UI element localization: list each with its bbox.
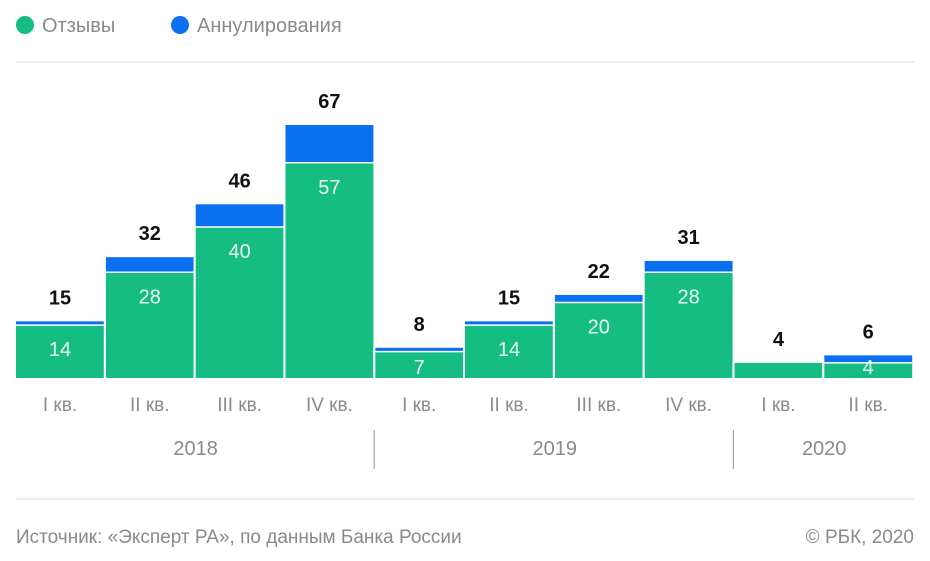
quarter-label-9: II кв.: [848, 395, 888, 416]
bar-annulment-6: [554, 294, 643, 303]
quarter-label-5: II кв.: [489, 395, 529, 416]
bar-total-label-4: 8: [414, 314, 425, 336]
quarter-labels: I кв. II кв. III кв. IV кв. I кв. II кв. III к…: [43, 395, 888, 416]
source-note: Источник: «Эксперт РА», по данным Банка …: [16, 527, 462, 548]
bar-total-label-9: 6: [863, 321, 874, 343]
bar-revocation-9: [824, 362, 913, 378]
bar-annulment-2: [195, 204, 284, 227]
copyright-note: © РБК, 2020: [806, 527, 914, 548]
bar-value-label-3: 57: [318, 177, 340, 199]
bar-revocation-2: [195, 226, 284, 378]
quarter-label-7: IV кв.: [665, 395, 712, 416]
bar-annulment-1: [105, 257, 194, 273]
bar-total-label-7: 31: [677, 227, 699, 249]
bar-total-label-0: 15: [49, 287, 71, 309]
quarter-label-2: III кв.: [217, 395, 262, 416]
bar-total-label-5: 15: [498, 287, 520, 309]
bar-revocation-7: [644, 272, 733, 378]
bar-annulment-0: [16, 321, 104, 326]
bar-value-label-4: 7: [414, 357, 425, 379]
quarter-label-6: III кв.: [576, 395, 621, 416]
bar-value-label-1: 28: [139, 286, 161, 308]
bar-value-label-7: 28: [677, 286, 699, 308]
bar-revocation-1: [105, 272, 194, 378]
bar-revocation-8: [734, 362, 823, 378]
bar-total-label-3: 67: [318, 91, 340, 113]
bar-value-label-0: 14: [49, 339, 71, 361]
legend-label-0: Отзывы: [42, 15, 115, 37]
bar-revocation-3: [285, 162, 374, 378]
bar-total-label-8: 4: [773, 329, 785, 351]
legend-swatch-0: [16, 16, 34, 34]
bar-total-label-6: 22: [588, 261, 610, 283]
bar-total-label-1: 32: [139, 223, 161, 245]
legend-swatch-1: [171, 16, 189, 34]
bar-total-label-2: 46: [228, 170, 250, 192]
bar-revocation-0: [16, 325, 104, 378]
bar-value-label-2: 40: [228, 241, 250, 263]
bar-revocation-6: [554, 302, 643, 378]
bar-annulment-9: [824, 355, 913, 363]
bar-value-label-5: 14: [498, 339, 520, 361]
quarter-label-1: II кв.: [130, 395, 170, 416]
bar-value-label-6: 20: [588, 316, 610, 338]
bar-revocation-4: [375, 351, 464, 378]
bar-value-label-9: 4: [863, 357, 874, 379]
year-label-2019: 2019: [533, 438, 578, 460]
quarter-label-3: IV кв.: [306, 395, 353, 416]
legend-label-1: Аннулирования: [197, 15, 342, 37]
bar-revocation-5: [465, 325, 553, 378]
year-labels: 2018 2019 2020: [173, 430, 846, 469]
quarter-label-0: I кв.: [43, 395, 77, 416]
quarter-label-4: I кв.: [402, 395, 436, 416]
legend: Отзывы Аннулирования: [16, 15, 342, 37]
year-label-2018: 2018: [173, 438, 218, 460]
bar-annulment-3: [285, 125, 374, 163]
quarter-label-8: I кв.: [761, 395, 795, 416]
bar-annulment-5: [465, 321, 553, 326]
bar-annulment-7: [644, 260, 733, 273]
year-label-2020: 2020: [802, 438, 847, 460]
bar-annulment-4: [375, 347, 464, 352]
